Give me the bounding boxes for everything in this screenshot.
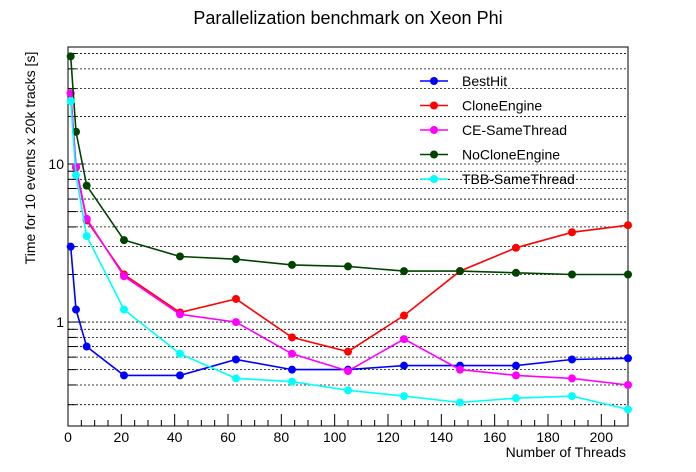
x-tick-label: 20 — [114, 429, 130, 445]
data-point-tbb-samethread — [400, 392, 408, 401]
legend-marker — [430, 126, 438, 134]
data-point-ce-samethread — [624, 380, 632, 389]
legend-label: CloneEngine — [462, 98, 542, 114]
series-tbb-samethread — [66, 97, 632, 414]
legend-entry-ce-samethread: CE-SameThread — [420, 122, 567, 138]
data-point-tbb-samethread — [288, 377, 296, 386]
legend-entry-tbb-samethread: TBB-SameThread — [420, 171, 575, 187]
data-point-tbb-samethread — [344, 386, 352, 395]
data-point-cloneengine — [288, 333, 296, 342]
data-point-tbb-samethread — [120, 305, 128, 314]
data-point-nocloneengine — [344, 262, 352, 271]
x-tick-label: 200 — [590, 429, 614, 445]
x-axis-label: Number of Threads — [506, 444, 626, 460]
legend-marker — [430, 150, 438, 159]
data-point-ce-samethread — [120, 272, 128, 281]
data-point-besthit — [288, 365, 296, 374]
legend-label: NoCloneEngine — [462, 147, 560, 163]
x-tick-label: 180 — [536, 429, 560, 445]
data-point-besthit — [624, 354, 632, 363]
data-point-cloneengine — [400, 311, 408, 320]
data-point-nocloneengine — [66, 52, 75, 61]
x-tick-label: 160 — [483, 429, 507, 445]
data-point-cloneengine — [512, 243, 520, 252]
series-nocloneengine — [66, 52, 632, 279]
series-besthit — [66, 242, 632, 380]
data-point-ce-samethread — [176, 310, 184, 319]
data-point-tbb-samethread — [72, 171, 80, 180]
data-point-tbb-samethread — [456, 398, 464, 407]
data-point-tbb-samethread — [568, 392, 576, 401]
data-point-nocloneengine — [288, 260, 296, 269]
data-point-tbb-samethread — [82, 232, 91, 241]
x-tick-label: 100 — [323, 429, 347, 445]
data-point-besthit — [512, 361, 520, 370]
data-point-nocloneengine — [624, 270, 632, 279]
data-point-ce-samethread — [456, 365, 464, 374]
grid-lines — [68, 53, 628, 406]
data-point-ce-samethread — [400, 335, 408, 344]
data-point-cloneengine — [232, 294, 240, 303]
data-point-tbb-samethread — [176, 349, 184, 358]
x-tick-label: 40 — [167, 429, 183, 445]
data-point-nocloneengine — [400, 267, 408, 276]
legend-marker — [430, 101, 438, 110]
data-point-nocloneengine — [232, 255, 240, 264]
data-point-ce-samethread — [568, 374, 576, 383]
legend-label: TBB-SameThread — [462, 171, 575, 187]
x-tick-label: 0 — [64, 429, 72, 445]
x-tick-label: 120 — [376, 429, 400, 445]
chart-title: Parallelization benchmark on Xeon Phi — [193, 8, 502, 28]
x-tick-label: 60 — [220, 429, 236, 445]
data-point-ce-samethread — [288, 349, 296, 358]
data-point-besthit — [66, 242, 75, 251]
x-tick-label: 140 — [430, 429, 454, 445]
data-point-besthit — [568, 355, 576, 364]
data-point-tbb-samethread — [624, 405, 632, 414]
data-point-besthit — [232, 355, 240, 364]
data-point-cloneengine — [344, 347, 352, 356]
legend-entry-nocloneengine: NoCloneEngine — [420, 147, 560, 163]
data-point-tbb-samethread — [512, 394, 520, 403]
data-point-besthit — [120, 371, 128, 380]
y-axis-label: Time for 10 events x 20k tracks [s] — [22, 52, 38, 265]
data-point-nocloneengine — [568, 270, 576, 279]
series-layer — [66, 52, 632, 414]
legend-entry-cloneengine: CloneEngine — [420, 98, 542, 114]
data-point-cloneengine — [624, 221, 632, 230]
data-point-ce-samethread — [232, 318, 240, 327]
data-point-ce-samethread — [512, 371, 520, 380]
legend-marker — [430, 175, 438, 183]
data-point-besthit — [72, 305, 80, 314]
data-point-cloneengine — [568, 228, 576, 237]
data-point-nocloneengine — [512, 268, 520, 277]
x-tick-label: 80 — [274, 429, 290, 445]
data-point-ce-samethread — [344, 367, 352, 376]
legend-entry-besthit: BestHit — [420, 73, 507, 89]
data-point-nocloneengine — [456, 267, 464, 276]
data-point-tbb-samethread — [66, 97, 75, 106]
data-point-nocloneengine — [120, 236, 128, 245]
data-point-besthit — [82, 342, 91, 351]
y-tick-label: 10 — [48, 156, 64, 172]
data-point-nocloneengine — [82, 181, 91, 190]
legend: BestHit CloneEngine CE-SameThread NoCloneEn… — [420, 73, 575, 187]
data-point-besthit — [176, 371, 184, 380]
data-point-besthit — [400, 361, 408, 370]
data-point-nocloneengine — [176, 252, 184, 261]
y-tick-label: 1 — [56, 314, 64, 330]
data-point-tbb-samethread — [232, 374, 240, 383]
legend-label: CE-SameThread — [462, 122, 567, 138]
data-point-nocloneengine — [72, 127, 80, 136]
legend-label: BestHit — [462, 73, 507, 89]
legend-marker — [430, 77, 438, 85]
